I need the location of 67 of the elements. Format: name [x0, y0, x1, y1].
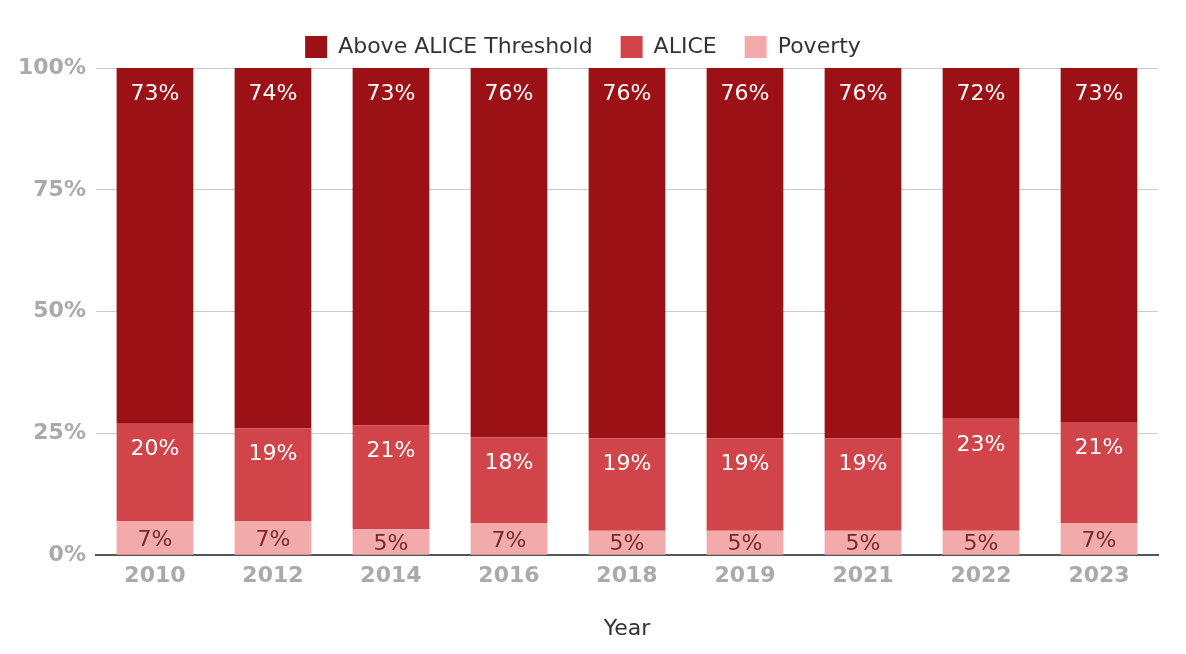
bar: [588, 438, 666, 531]
legend-label: Above ALICE Threshold: [338, 32, 593, 58]
bar: [588, 68, 666, 439]
bar: [470, 523, 548, 555]
x-tick-label: 2022: [950, 562, 1012, 588]
x-tick-label: 2010: [124, 562, 186, 588]
data-label: 74%: [248, 79, 298, 105]
bar: [234, 428, 312, 522]
y-tick-label: 75%: [33, 175, 86, 201]
data-label: 76%: [720, 79, 770, 105]
data-label: 21%: [1074, 434, 1124, 460]
bar: [470, 437, 548, 524]
data-label: 72%: [956, 79, 1006, 105]
data-label: 7%: [1081, 526, 1117, 552]
bar: [352, 68, 430, 426]
bar: [942, 68, 1020, 419]
bar: [470, 68, 548, 438]
data-label: 5%: [727, 530, 763, 556]
bar: [234, 68, 312, 429]
x-tick-label: 2023: [1068, 562, 1130, 588]
bar: [1060, 68, 1138, 423]
y-tick-label: 100%: [18, 53, 86, 79]
y-tick-label: 25%: [33, 419, 86, 445]
x-tick-label: 2018: [596, 562, 658, 588]
x-tick-label: 2021: [832, 562, 894, 588]
bar: [1060, 422, 1138, 524]
data-label: 21%: [366, 437, 416, 463]
data-label: 23%: [956, 430, 1006, 456]
bar: [116, 423, 194, 522]
x-tick-label: 2016: [478, 562, 540, 588]
data-label: 5%: [963, 530, 999, 556]
bar: [352, 425, 430, 529]
y-tick-label: 0%: [48, 540, 86, 566]
data-label: 19%: [248, 440, 298, 466]
data-label: 5%: [845, 530, 881, 556]
legend-label: Poverty: [777, 32, 861, 58]
x-tick-label: 2012: [242, 562, 304, 588]
data-label: 76%: [602, 79, 652, 105]
legend-label: ALICE: [653, 32, 717, 58]
bar: [234, 521, 312, 555]
data-label: 7%: [255, 525, 291, 551]
bar: [824, 68, 902, 439]
data-label: 7%: [491, 526, 527, 552]
data-label: 20%: [130, 435, 180, 461]
bar: [942, 418, 1020, 531]
data-label: 73%: [130, 79, 180, 105]
bar: [116, 521, 194, 555]
x-tick-label: 2014: [360, 562, 422, 588]
x-tick-label: 2019: [714, 562, 776, 588]
bar: [1060, 523, 1138, 555]
data-label: 5%: [373, 529, 409, 555]
bar: [116, 68, 194, 424]
data-label: 73%: [1074, 79, 1124, 105]
bar: [706, 68, 784, 439]
data-label: 73%: [366, 79, 416, 105]
data-label: 19%: [602, 449, 652, 475]
data-label: 7%: [137, 525, 173, 551]
data-label: 76%: [484, 79, 534, 105]
x-axis-title: Year: [602, 614, 652, 640]
bar: [706, 438, 784, 531]
data-label: 76%: [838, 79, 888, 105]
y-tick-label: 50%: [33, 297, 86, 323]
bar: [824, 438, 902, 531]
data-label: 5%: [609, 530, 645, 556]
data-label: 18%: [484, 449, 534, 475]
data-label: 19%: [838, 449, 888, 475]
data-label: 19%: [720, 449, 770, 475]
